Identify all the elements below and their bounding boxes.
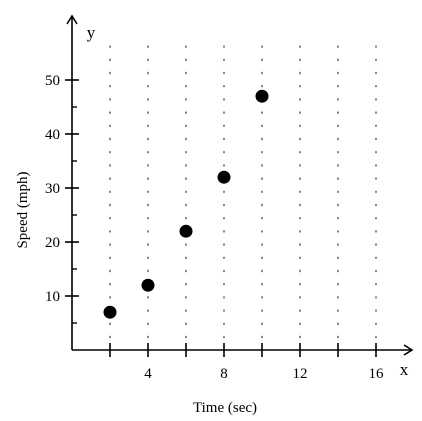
y-axis-arrow-icon [66,14,78,25]
y-tick-label-50: 50 [45,73,60,89]
x-axis-symbol: x [400,360,409,379]
data-points [103,89,269,319]
x-tick-label-16: 16 [369,366,385,382]
y-axis-title: Speed (mph) [15,171,31,248]
tick-labels: 4 8 12 16 10 20 30 40 50 [45,73,384,382]
y-tick-label-10: 10 [45,289,60,305]
data-point-5 [255,89,269,103]
x-axis-title: Time (sec) [193,400,257,416]
x-tick-label-12: 12 [293,366,308,382]
x-axis-arrow-icon [403,344,414,356]
data-point-3 [179,224,193,238]
axis-ticks [65,79,377,357]
x-tick-label-4: 4 [144,366,152,382]
data-point-4 [217,170,231,184]
grid-lines [109,45,377,347]
x-tick-label-8: 8 [220,366,228,382]
y-tick-label-30: 30 [45,181,60,197]
data-point-2 [141,278,155,292]
axes [66,14,414,356]
y-tick-label-40: 40 [45,127,60,143]
y-axis-symbol: y [87,23,96,42]
data-point-1 [103,305,117,319]
y-tick-label-20: 20 [45,235,60,251]
